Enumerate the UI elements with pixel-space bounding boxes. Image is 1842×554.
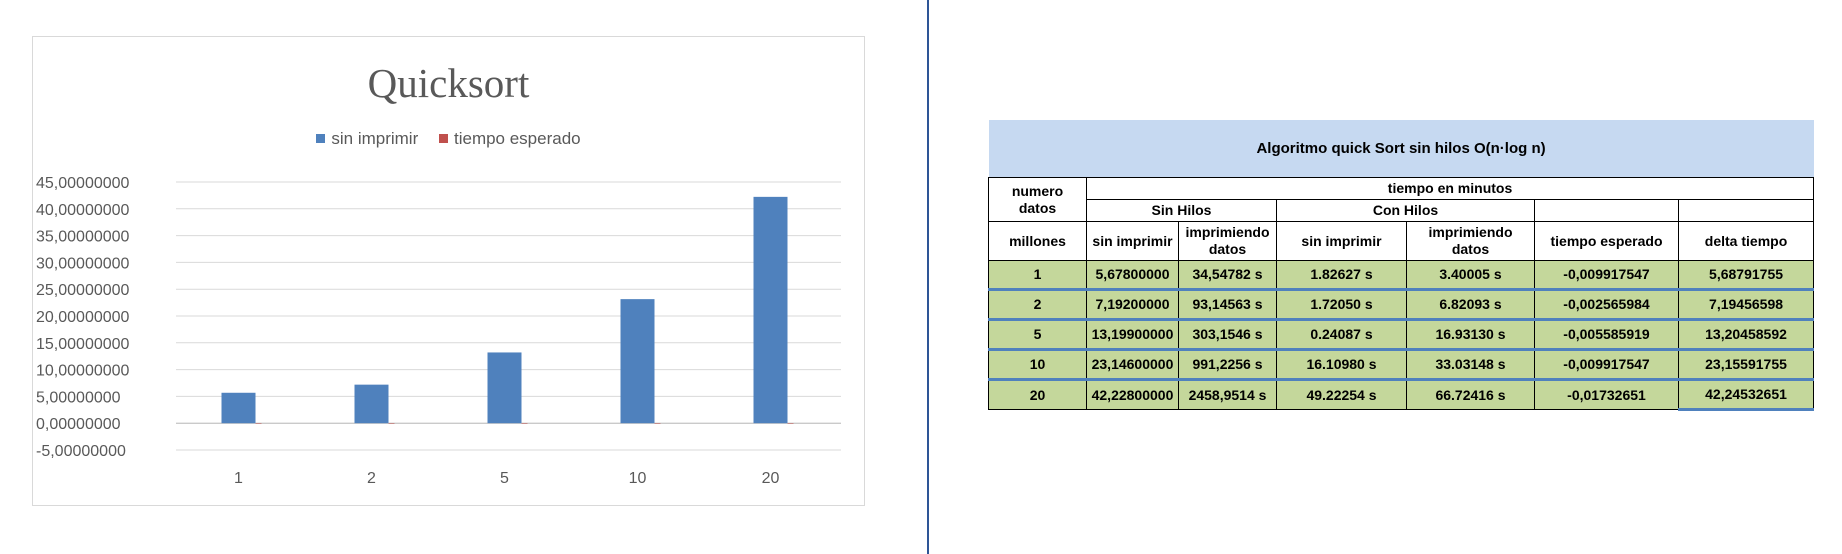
table-row: 1 5,67800000 34,54782 s 1.82627 s 3.4000… [988,260,1815,290]
chart-plot: 45,00000000 40,00000000 35,00000000 30,0000… [36,175,841,487]
y-tick-label: 25,00000000 [36,282,130,299]
table-row: 10 23,14600000 991,2256 s 16.10980 s 33.… [988,348,1815,380]
table-cell: -0,002565984 [1534,288,1679,320]
bar-tiempo-esperado [654,423,661,424]
bar-tiempo-esperado [521,423,528,424]
legend-label-tiempo-esperado: tiempo esperado [453,129,581,148]
table-cell: -0,009917547 [1534,348,1679,380]
table-cell: 7,19456598 [1677,288,1815,320]
table-header-row-2: Sin Hilos Con Hilos [989,199,1815,222]
header-col-con-hilos-sin-imprimir: sin imprimir [1276,221,1407,261]
table-cell: 16.93130 s [1406,318,1535,350]
y-tick-label: 45,00000000 [36,175,130,192]
y-tick-label: 40,00000000 [36,202,130,219]
table-cell: 991,2256 s [1178,348,1277,380]
legend-label-sin-imprimir: sin imprimir [331,129,419,148]
header-numero-datos: numero datos [988,177,1087,222]
table-cell: 2 [988,288,1087,320]
page-divider [927,0,929,554]
table-cell: 0.24087 s [1276,318,1407,350]
table-cell: -0,01732651 [1534,378,1679,410]
header-sin-hilos: Sin Hilos [1086,199,1277,222]
table-cell: 1.82627 s [1276,260,1407,290]
header-empty-2 [1677,199,1815,222]
table-cell: 23,15591755 [1677,348,1815,380]
chart-legend: sin imprimir tiempo esperado [33,129,864,149]
header-col-con-hilos-imprimiendo-datos: imprimiendo datos [1406,221,1535,261]
table-cell: -0,009917547 [1534,260,1679,290]
table-cell: 33.03148 s [1406,348,1535,380]
table-cell: 20 [988,378,1087,410]
header-tiempo-en-minutos: tiempo en minutos [1085,177,1815,200]
table-cell: 49.22254 s [1276,378,1407,410]
x-tick-label: 10 [629,470,647,487]
legend-swatch-tiempo-esperado [438,134,448,143]
chart-title: Quicksort [367,60,530,106]
y-tick-label: 0,00000000 [36,416,121,433]
table-cell: 34,54782 s [1178,260,1277,290]
bar-sin-imprimir [753,196,788,424]
bar-tiempo-esperado [255,423,262,424]
table-caption-row: Algoritmo quick Sort sin hilos O(n·log n… [988,120,1814,178]
header-col-sin-imprimir: sin imprimir [1086,221,1179,261]
table-row: 20 42,22800000 2458,9514 s 49.22254 s 66… [988,378,1815,411]
y-tick-label: 35,00000000 [36,229,130,246]
header-empty-1 [1534,199,1679,222]
header-con-hilos: Con Hilos [1276,199,1535,222]
header-col-tiempo-esperado: tiempo esperado [1534,221,1679,261]
table-header-row-1: numero datos tiempo en minutos [988,177,1815,222]
y-tick-label: -5,00000000 [36,443,126,460]
table-cell: -0,005585919 [1534,318,1679,350]
table-cell: 42,22800000 [1086,378,1179,410]
bar-sin-imprimir [354,384,389,424]
table-cell: 5,68791755 [1677,260,1815,290]
table-cell: 93,14563 s [1178,288,1277,320]
legend-item-tiempo-esperado: tiempo esperado [438,129,581,149]
table-row: 5 13,19900000 303,1546 s 0.24087 s 16.93… [988,318,1815,350]
results-table-container: Algoritmo quick Sort sin hilos O(n·log n… [988,120,1815,411]
table-caption: Algoritmo quick Sort sin hilos O(n·log n… [988,120,1814,178]
table-cell: 13,20458592 [1677,318,1815,350]
table-header-row-3: millones sin imprimir imprimiendo datos … [988,221,1815,261]
table-cell: 13,19900000 [1086,318,1179,350]
bar-tiempo-esperado [388,423,395,424]
table-cell: 7,19200000 [1086,288,1179,320]
y-tick-label: 10,00000000 [36,363,130,380]
header-col-delta-tiempo: delta tiempo [1677,221,1815,261]
chart-area: Quicksort sin imprimir tiempo esperado 4… [32,36,865,506]
table-cell: 1 [988,260,1087,290]
table-cell: 3.40005 s [1406,260,1535,290]
table-cell: 66.72416 s [1406,378,1535,410]
legend-swatch-sin-imprimir [316,134,326,143]
table-cell: 303,1546 s [1178,318,1277,350]
table-cell: 5 [988,318,1087,350]
y-tick-label: 20,00000000 [36,309,130,326]
header-col-imprimiendo-datos: imprimiendo datos [1178,221,1277,261]
bar-sin-imprimir [221,392,256,424]
x-tick-label: 2 [367,470,376,487]
table-cell: 16.10980 s [1276,348,1407,380]
table-cell: 1.72050 s [1276,288,1407,320]
y-tick-label: 5,00000000 [36,389,121,406]
y-tick-label: 30,00000000 [36,255,130,272]
x-tick-label: 20 [762,470,780,487]
table-cell: 42,24532651 [1677,378,1815,411]
y-tick-label: 15,00000000 [36,336,130,353]
table-cell: 2458,9514 s [1178,378,1277,410]
bar-sin-imprimir [620,299,655,424]
table-cell: 5,67800000 [1086,260,1179,290]
table-row: 2 7,19200000 93,14563 s 1.72050 s 6.8209… [988,288,1815,320]
results-table: Algoritmo quick Sort sin hilos O(n·log n… [988,120,1815,411]
table-cell: 6.82093 s [1406,288,1535,320]
legend-item-sin-imprimir: sin imprimir [316,129,418,149]
x-tick-label: 1 [234,470,243,487]
bar-tiempo-esperado [787,423,794,424]
bar-sin-imprimir [487,352,522,424]
header-millones: millones [988,221,1087,261]
x-tick-label: 5 [500,470,509,487]
table-cell: 10 [988,348,1087,380]
table-cell: 23,14600000 [1086,348,1179,380]
